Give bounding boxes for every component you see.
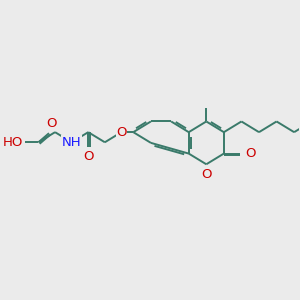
Text: O: O (46, 117, 57, 130)
Text: O: O (201, 168, 211, 182)
Text: HO: HO (2, 136, 23, 149)
Text: O: O (116, 126, 127, 139)
Text: NH: NH (62, 136, 82, 149)
Text: O: O (83, 150, 94, 163)
Text: O: O (245, 147, 255, 160)
